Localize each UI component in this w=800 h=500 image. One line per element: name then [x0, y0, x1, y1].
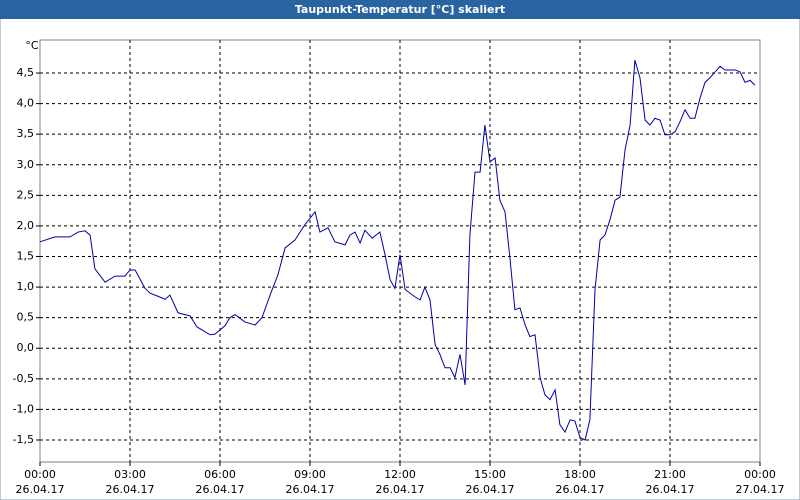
- x-tick-date: 26.04.17: [556, 483, 605, 496]
- x-tick-label: 03:00: [114, 468, 146, 481]
- y-tick-label: 4,0: [17, 97, 35, 110]
- x-tick-date: 27.04.17: [736, 483, 785, 496]
- y-axis-unit: °C: [25, 39, 39, 52]
- chart-title: Taupunkt-Temperatur [°C] skaliert: [295, 3, 505, 16]
- x-tick-date: 26.04.17: [376, 483, 425, 496]
- y-tick-label: -0,5: [13, 372, 34, 385]
- x-tick-date: 26.04.17: [196, 483, 245, 496]
- x-tick-label: 18:00: [564, 468, 596, 481]
- y-tick-label: -1,0: [13, 402, 34, 415]
- x-tick-date: 26.04.17: [646, 483, 695, 496]
- y-tick-label: 1,0: [17, 280, 35, 293]
- title-bar: [0, 0, 800, 19]
- x-tick-date: 26.04.17: [286, 483, 335, 496]
- x-tick-label: 09:00: [294, 468, 326, 481]
- x-tick-label: 15:00: [474, 468, 506, 481]
- y-tick-label: 1,5: [17, 250, 35, 263]
- x-tick-date: 26.04.17: [16, 483, 65, 496]
- y-tick-label: 4,5: [17, 66, 35, 79]
- y-tick-label: 0,5: [17, 311, 35, 324]
- y-tick-label: 3,0: [17, 158, 35, 171]
- y-tick-label: 3,5: [17, 127, 35, 140]
- y-tick-label: -1,5: [13, 433, 34, 446]
- x-tick-label: 00:00: [24, 468, 56, 481]
- x-tick-label: 12:00: [384, 468, 416, 481]
- x-tick-date: 26.04.17: [106, 483, 155, 496]
- data-line: [39, 60, 756, 441]
- y-tick-label: 0,0: [17, 341, 35, 354]
- y-tick-label: 2,5: [17, 188, 35, 201]
- y-tick-label: 2,0: [17, 219, 35, 232]
- x-tick-label: 00:00: [744, 468, 776, 481]
- x-tick-date: 26.04.17: [466, 483, 515, 496]
- x-tick-label: 06:00: [204, 468, 236, 481]
- x-tick-label: 21:00: [654, 468, 686, 481]
